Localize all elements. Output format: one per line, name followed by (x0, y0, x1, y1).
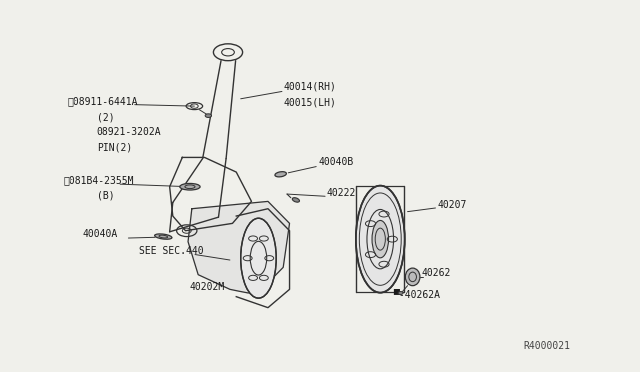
Text: SEE SEC.440: SEE SEC.440 (139, 246, 204, 256)
Text: ⒵081B4-2355M: ⒵081B4-2355M (63, 175, 134, 185)
Ellipse shape (292, 198, 300, 202)
Text: 40207: 40207 (437, 200, 467, 210)
Text: R4000021: R4000021 (523, 341, 570, 351)
Ellipse shape (372, 221, 388, 258)
Ellipse shape (405, 268, 420, 286)
Text: 40014(RH): 40014(RH) (284, 82, 336, 92)
Polygon shape (188, 201, 289, 293)
Text: 40262: 40262 (422, 268, 451, 278)
Ellipse shape (180, 183, 200, 190)
Ellipse shape (241, 218, 276, 298)
Text: 40222: 40222 (326, 188, 356, 198)
Text: 40040A: 40040A (82, 229, 117, 239)
Text: PIN(2): PIN(2) (97, 143, 132, 153)
Text: ▀-40262A: ▀-40262A (393, 290, 440, 300)
Text: 40202M: 40202M (190, 282, 225, 292)
Text: 40040B: 40040B (319, 157, 354, 167)
Text: (2): (2) (97, 112, 115, 122)
Ellipse shape (275, 171, 286, 177)
Circle shape (205, 114, 211, 118)
Text: ⓝ08911-6441A: ⓝ08911-6441A (67, 97, 138, 107)
Circle shape (398, 292, 403, 295)
Text: 08921-3202A: 08921-3202A (97, 128, 161, 137)
Text: 40015(LH): 40015(LH) (284, 97, 336, 108)
Text: (B): (B) (97, 191, 115, 201)
Ellipse shape (155, 234, 172, 239)
Ellipse shape (356, 186, 404, 293)
